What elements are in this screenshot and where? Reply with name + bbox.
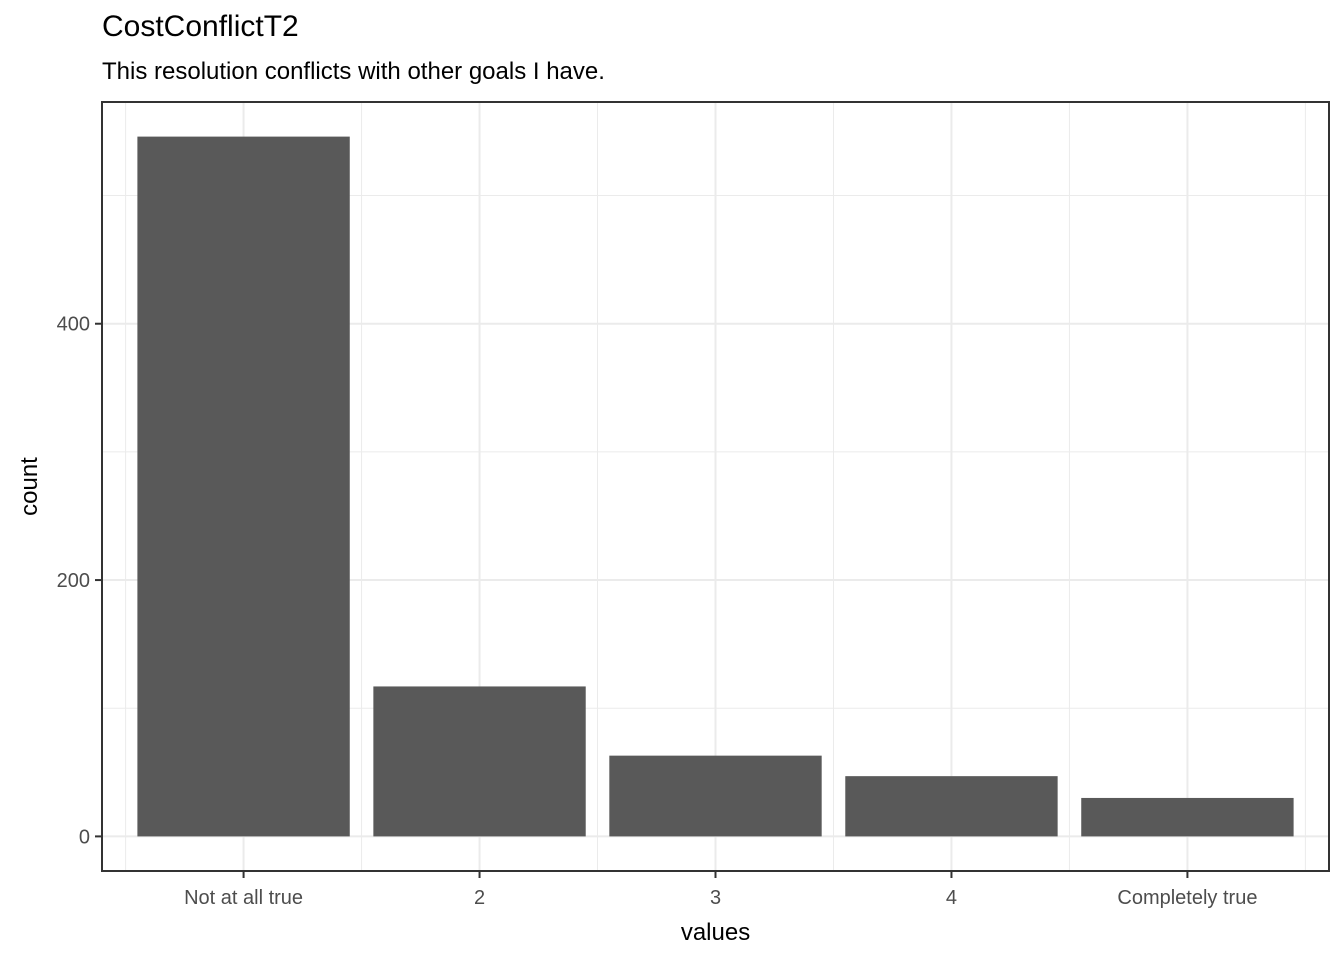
- y-tick-label: 0: [79, 826, 90, 848]
- bar: [845, 776, 1058, 837]
- x-tick-label: 4: [946, 887, 957, 909]
- x-tick-label: 3: [710, 887, 721, 909]
- y-tick-label: 400: [57, 314, 90, 336]
- bar: [1081, 797, 1294, 837]
- bar: [137, 136, 350, 837]
- bar: [609, 755, 822, 837]
- x-tick-label: Not at all true: [184, 887, 303, 909]
- y-axis-title: count: [16, 457, 43, 516]
- y-axis-ticks: 0 200 400: [57, 314, 102, 848]
- x-axis-title: values: [681, 919, 750, 946]
- chart-subtitle: This resolution conflicts with other goa…: [102, 58, 605, 85]
- bar: [373, 686, 586, 837]
- bars: [137, 136, 1294, 837]
- y-tick-label: 200: [57, 570, 90, 592]
- x-tick-label: Completely true: [1117, 887, 1257, 909]
- x-tick-label: 2: [474, 887, 485, 909]
- chart-title: CostConflictT2: [102, 10, 299, 43]
- x-axis-ticks: Not at all true 2 3 4 Completely true: [184, 871, 1257, 909]
